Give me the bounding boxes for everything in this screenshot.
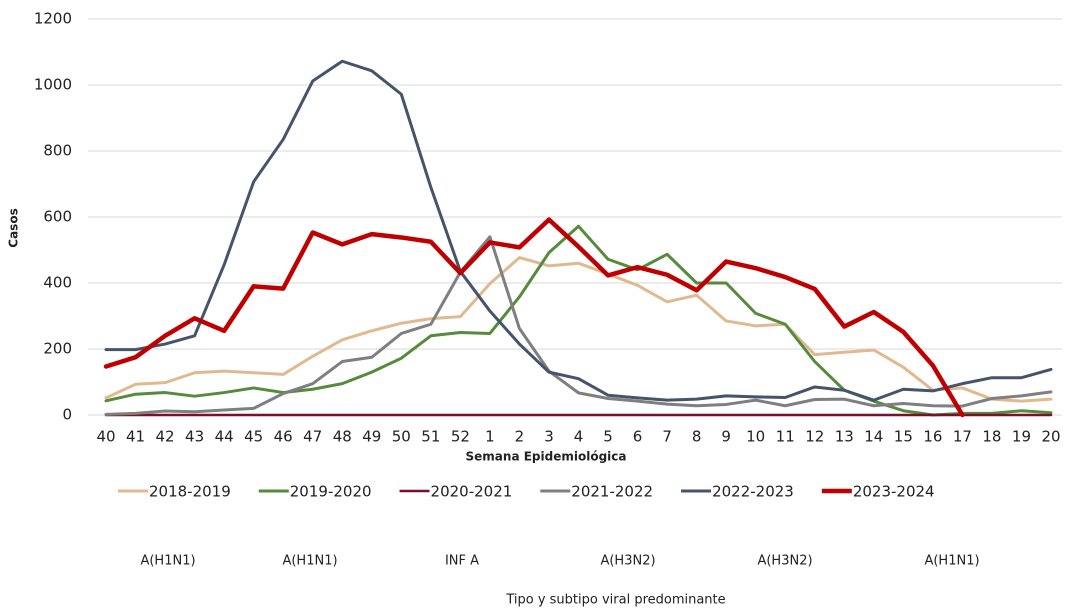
x-tick-label: 51 — [421, 428, 440, 446]
x-tick-label: 17 — [953, 428, 972, 446]
legend-label: 2020-2021 — [431, 483, 513, 501]
annotation-title: Tipo y subtipo viral predominante — [505, 593, 725, 608]
x-tick-label: 12 — [805, 428, 824, 446]
x-tick-label: 4 — [574, 428, 584, 446]
x-axis-label: Semana Epidemiológica — [466, 450, 627, 464]
x-tick-label: 52 — [451, 428, 470, 446]
x-tick-label: 2 — [515, 428, 525, 446]
x-tick-label: 19 — [1012, 428, 1031, 446]
x-tick-label: 5 — [603, 428, 613, 446]
x-tick-label: 43 — [185, 428, 204, 446]
x-tick-label: 46 — [274, 428, 293, 446]
y-tick-label: 600 — [43, 208, 72, 226]
legend-label: 2018-2019 — [149, 483, 231, 501]
x-tick-label: 40 — [96, 428, 115, 446]
annotation: A(H1N1) — [924, 554, 979, 569]
x-tick-label: 49 — [362, 428, 381, 446]
x-tick-label: 9 — [721, 428, 731, 446]
x-tick-label: 6 — [633, 428, 643, 446]
x-tick-label: 20 — [1041, 428, 1060, 446]
legend-label: 2019-2020 — [290, 483, 372, 501]
x-tick-label: 42 — [156, 428, 175, 446]
x-tick-label: 13 — [835, 428, 854, 446]
x-tick-label: 7 — [662, 428, 672, 446]
x-tick-label: 11 — [776, 428, 795, 446]
annotation: INF A — [445, 554, 479, 569]
y-tick-label: 1200 — [34, 10, 72, 28]
y-axis-label: Casos — [7, 208, 21, 247]
x-tick-label: 50 — [392, 428, 411, 446]
y-tick-label: 800 — [43, 142, 72, 160]
y-tick-label: 0 — [62, 406, 72, 424]
series-line — [104, 59, 1053, 402]
x-tick-label: 1 — [485, 428, 495, 446]
y-tick-label: 200 — [43, 340, 72, 358]
x-tick-label: 44 — [215, 428, 234, 446]
annotation: A(H3N2) — [600, 554, 655, 569]
series-line — [104, 256, 1053, 403]
series-line — [104, 224, 1053, 417]
x-tick-label: 16 — [923, 428, 942, 446]
legend-label: 2021-2022 — [571, 483, 653, 501]
x-tick-label: 3 — [544, 428, 554, 446]
annotation: A(H1N1) — [140, 554, 195, 569]
x-tick-label: 14 — [864, 428, 883, 446]
series-line — [104, 235, 1053, 416]
legend-label: 2023-2024 — [853, 483, 935, 501]
annotation: A(H3N2) — [757, 554, 812, 569]
x-tick-label: 8 — [692, 428, 702, 446]
x-tick-label: 41 — [126, 428, 145, 446]
x-tick-label: 18 — [982, 428, 1001, 446]
y-tick-label: 1000 — [34, 76, 72, 94]
x-tick-label: 48 — [333, 428, 352, 446]
x-tick-label: 10 — [746, 428, 765, 446]
annotation: A(H1N1) — [282, 554, 337, 569]
series-line — [103, 217, 965, 418]
legend-label: 2022-2023 — [712, 483, 794, 501]
x-tick-label: 45 — [244, 428, 263, 446]
x-tick-label: 47 — [303, 428, 322, 446]
x-tick-label: 15 — [894, 428, 913, 446]
y-tick-label: 400 — [43, 274, 72, 292]
